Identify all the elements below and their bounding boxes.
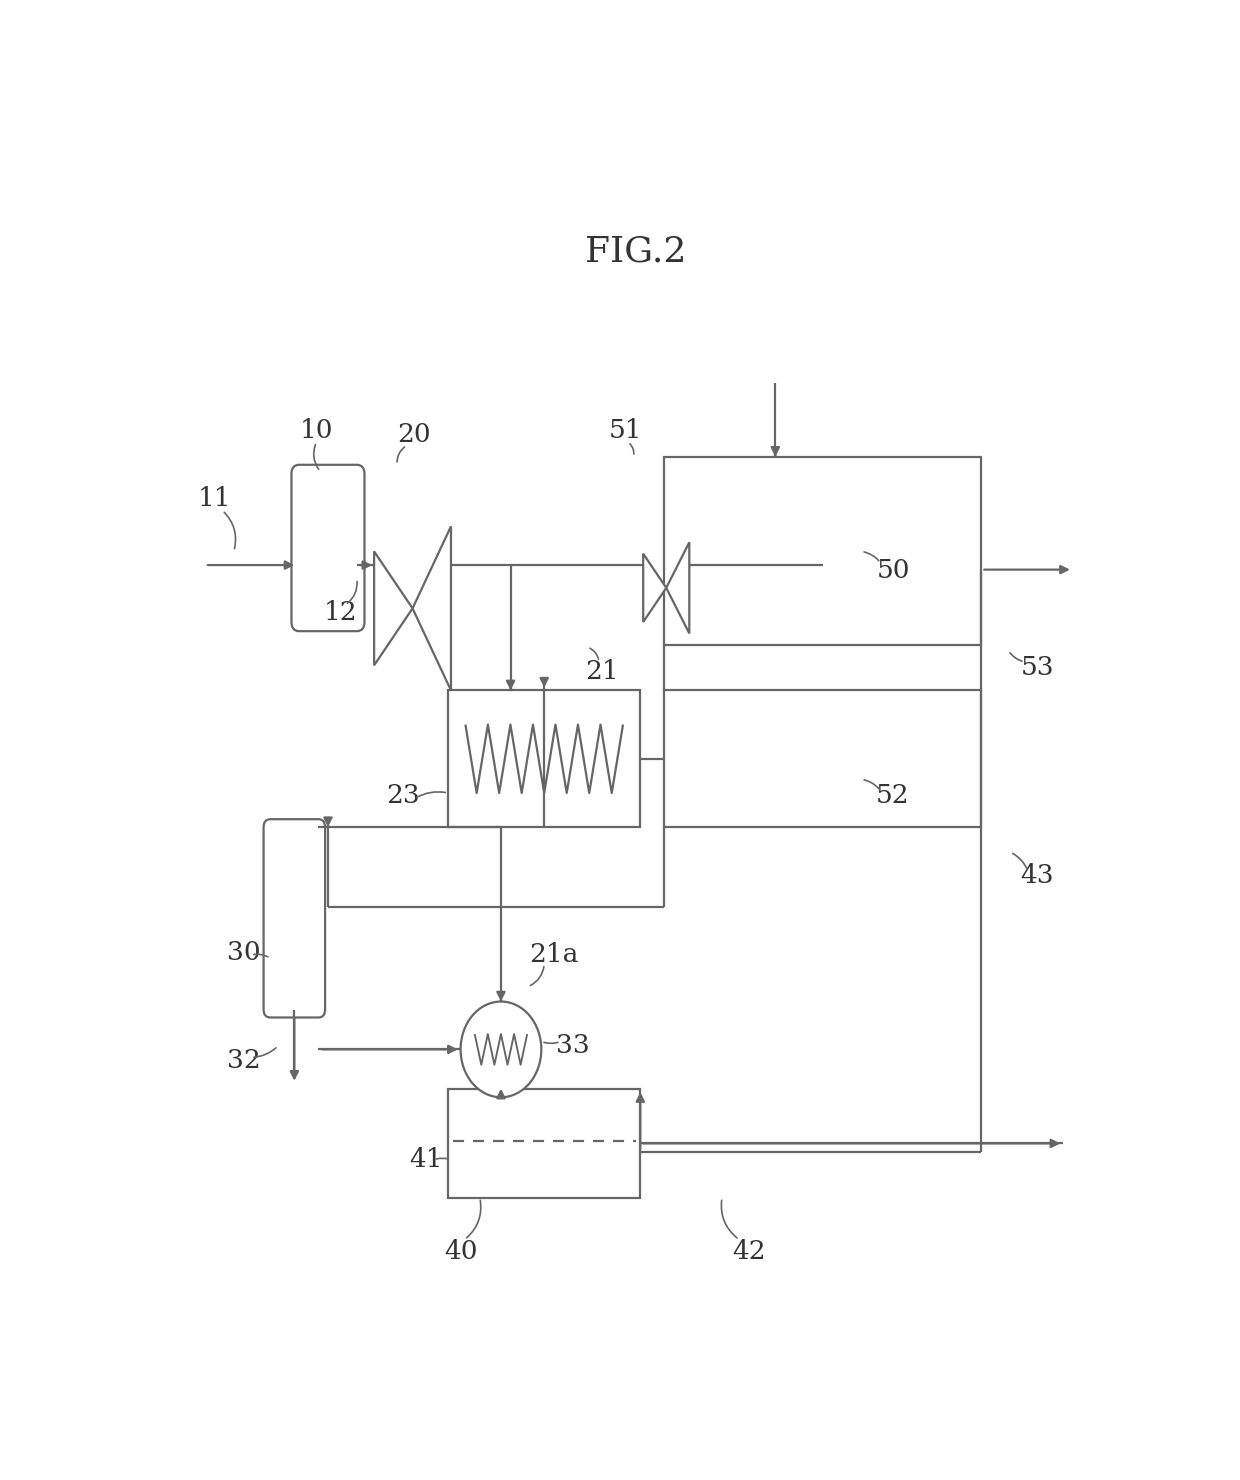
Text: 21a: 21a (529, 943, 579, 968)
FancyBboxPatch shape (264, 820, 325, 1017)
Text: 32: 32 (227, 1048, 260, 1073)
Bar (665, 690, 982, 827)
Bar (448, 1089, 640, 1197)
Text: 42: 42 (732, 1239, 766, 1264)
Text: 52: 52 (877, 783, 910, 808)
Text: 51: 51 (609, 417, 642, 443)
Polygon shape (374, 552, 413, 666)
Text: 30: 30 (227, 940, 260, 965)
Text: 50: 50 (877, 558, 910, 583)
Text: 53: 53 (1021, 656, 1054, 681)
FancyBboxPatch shape (291, 465, 365, 630)
Text: 43: 43 (1021, 863, 1054, 888)
Text: 10: 10 (300, 417, 334, 443)
Circle shape (460, 1002, 542, 1097)
Text: 20: 20 (398, 422, 432, 447)
Polygon shape (644, 554, 666, 622)
Bar (665, 457, 982, 645)
Text: 12: 12 (324, 601, 357, 626)
Polygon shape (666, 542, 689, 633)
Text: FIG.2: FIG.2 (585, 235, 686, 269)
Text: 41: 41 (409, 1147, 443, 1172)
Text: 11: 11 (198, 487, 232, 512)
Text: 40: 40 (444, 1239, 477, 1264)
Text: 21: 21 (585, 659, 619, 684)
Text: 23: 23 (386, 783, 420, 808)
Bar (448, 690, 640, 827)
Text: 33: 33 (557, 1033, 590, 1058)
Polygon shape (413, 527, 451, 690)
